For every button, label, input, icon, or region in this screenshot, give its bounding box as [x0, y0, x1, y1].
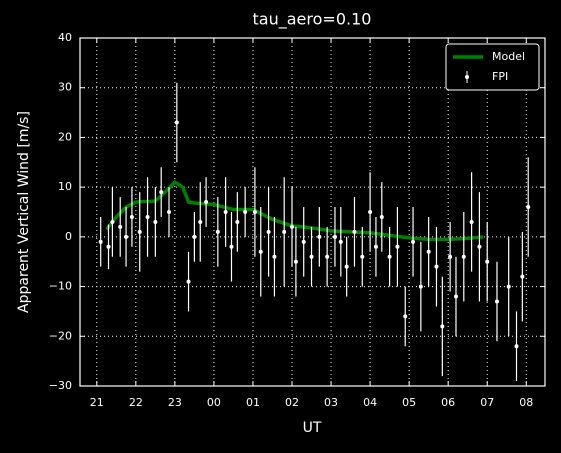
data-point	[418, 284, 423, 289]
y-tick-label: 10	[58, 180, 72, 193]
x-tick-label: 01	[246, 396, 260, 409]
x-tick-label: 03	[324, 396, 338, 409]
data-point	[338, 239, 343, 244]
data-point	[395, 244, 400, 249]
data-point	[448, 254, 453, 259]
x-tick-label: 07	[480, 396, 494, 409]
x-axis-label: UT	[303, 420, 322, 436]
data-point	[272, 254, 277, 259]
y-tick-label: 30	[58, 81, 72, 94]
data-point	[258, 249, 263, 254]
data-point	[373, 244, 378, 249]
x-tick-label: 08	[519, 396, 533, 409]
data-point	[520, 274, 525, 279]
data-point	[266, 229, 271, 234]
data-point	[124, 234, 129, 239]
x-tick-label: 04	[363, 396, 377, 409]
x-tick-label: 00	[207, 396, 221, 409]
data-point	[434, 264, 439, 269]
data-point	[352, 229, 357, 234]
y-tick-label: −10	[49, 280, 72, 293]
data-point	[243, 210, 248, 214]
x-tick-label: 06	[441, 396, 455, 409]
x-tick-label: 05	[402, 396, 416, 409]
data-point	[426, 249, 431, 254]
data-point	[514, 344, 519, 349]
data-point	[485, 259, 490, 264]
data-point	[526, 205, 531, 210]
x-tick-label: 23	[168, 396, 182, 409]
y-tick-label: 0	[65, 230, 72, 243]
data-point	[137, 229, 142, 234]
data-point	[145, 214, 150, 219]
data-point	[235, 219, 240, 224]
data-point	[98, 239, 103, 244]
data-point	[106, 244, 111, 249]
y-axis-label: Apparent Vertical Wind [m/s]	[16, 111, 32, 313]
data-point	[403, 314, 408, 319]
data-point	[282, 229, 287, 234]
data-point	[379, 214, 384, 219]
x-tick-label: 02	[285, 396, 299, 409]
data-point	[118, 224, 123, 229]
data-point	[174, 120, 179, 125]
data-point	[440, 324, 445, 329]
data-point	[344, 264, 349, 269]
data-point	[494, 299, 499, 304]
legend-label: Model	[492, 50, 525, 63]
legend-symbol	[465, 75, 469, 79]
chart-title: tau_aero=0.10	[253, 10, 372, 30]
data-point	[198, 219, 203, 224]
data-point	[192, 234, 197, 239]
data-point	[223, 210, 228, 214]
data-point	[453, 294, 458, 299]
y-tick-label: −20	[49, 329, 72, 342]
data-point	[506, 284, 511, 289]
data-point	[368, 210, 373, 214]
data-point	[293, 259, 298, 264]
data-point	[301, 239, 306, 244]
data-point	[252, 210, 257, 214]
data-point	[153, 219, 158, 224]
data-point	[159, 190, 164, 195]
data-point	[186, 279, 191, 284]
data-point	[129, 214, 134, 219]
y-tick-label: 40	[58, 31, 72, 44]
data-point	[215, 229, 220, 234]
data-point	[411, 239, 416, 244]
x-tick-label: 21	[90, 396, 104, 409]
data-point	[469, 219, 474, 224]
data-point	[317, 234, 322, 239]
data-point	[332, 234, 337, 239]
data-point	[204, 200, 209, 205]
x-tick-label: 22	[129, 396, 143, 409]
data-point	[110, 219, 115, 224]
y-tick-label: −30	[49, 379, 72, 392]
data-point	[360, 254, 365, 259]
data-point	[309, 254, 314, 259]
data-point	[387, 254, 392, 259]
data-point	[167, 210, 172, 214]
data-point	[461, 254, 466, 259]
data-point	[325, 254, 330, 259]
y-tick-label: 20	[58, 130, 72, 143]
legend-label: FPI	[492, 70, 508, 83]
data-point	[290, 224, 295, 229]
plot-frame	[79, 37, 546, 387]
data-point	[229, 244, 234, 249]
data-point	[477, 244, 482, 249]
